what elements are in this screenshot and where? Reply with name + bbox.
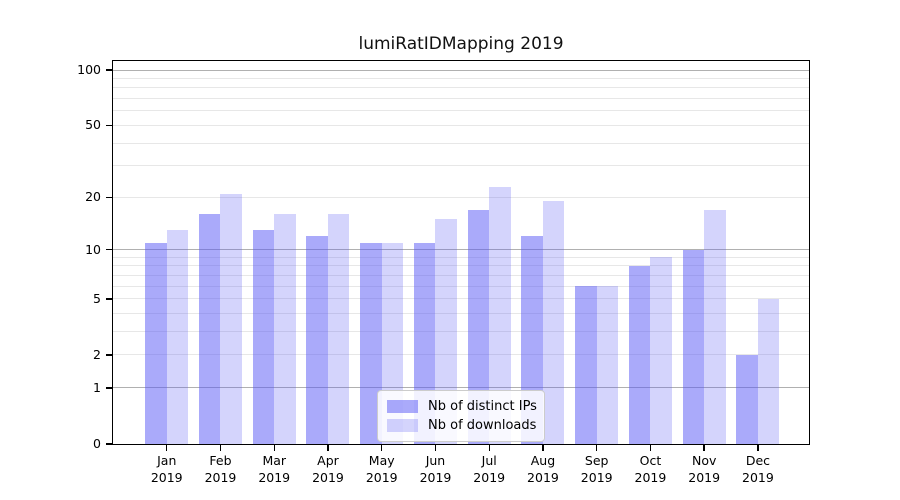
x-tick — [273, 444, 275, 451]
gridline-minor — [113, 78, 809, 80]
bar-downloads — [166, 230, 189, 444]
gridline-minor — [113, 265, 809, 267]
bar-distinct-ips — [575, 286, 597, 444]
legend-swatch-distinct-ips — [387, 400, 418, 413]
gridline-minor — [113, 256, 809, 258]
x-tick — [219, 444, 222, 451]
x-tick — [757, 444, 759, 451]
x-tick-label: Dec 2019 — [742, 453, 774, 485]
legend: Nb of distinct IPs Nb of downloads — [377, 390, 545, 442]
bar-distinct-ips — [252, 230, 275, 444]
x-tick — [488, 444, 490, 451]
bar-downloads — [704, 209, 726, 444]
gridline-minor — [113, 142, 809, 144]
gridline-major — [113, 249, 809, 251]
gridline-minor — [113, 331, 809, 333]
x-tick — [434, 444, 437, 451]
legend-entry-distinct-ips: Nb of distinct IPs — [387, 397, 537, 416]
bar-downloads — [542, 201, 565, 444]
bar-distinct-ips — [306, 236, 328, 444]
y-tick — [106, 387, 113, 389]
y-tick-label: 1 — [93, 379, 101, 395]
gridline-minor — [113, 196, 809, 198]
x-tick-label: Sep 2019 — [580, 453, 613, 485]
bar-downloads — [220, 193, 242, 444]
x-tick-label: Jun 2019 — [419, 453, 452, 485]
x-tick — [381, 444, 383, 451]
x-tick-label: Oct 2019 — [634, 453, 667, 485]
x-tick — [596, 444, 598, 451]
y-tick-label: 0 — [93, 436, 101, 451]
y-tick-label: 2 — [93, 346, 101, 362]
bar-distinct-ips — [736, 355, 758, 444]
gridline-major — [113, 69, 809, 71]
x-tick — [703, 444, 705, 451]
y-tick — [106, 249, 113, 251]
bar-distinct-ips — [360, 242, 382, 444]
x-tick — [327, 444, 329, 451]
y-tick — [106, 354, 113, 356]
gridline-minor — [113, 98, 809, 100]
gridline-minor — [113, 313, 809, 315]
x-tick — [649, 444, 652, 451]
bar-distinct-ips — [628, 266, 651, 444]
x-tick-label: Mar 2019 — [258, 453, 291, 485]
plot-area: lumiRatIDMapping 2019 Nb of distinct IPs… — [77, 34, 810, 485]
y-tick-label: 10 — [85, 241, 101, 257]
gridline-minor — [113, 110, 809, 112]
y-tick — [106, 196, 113, 199]
y-tick-label: 100 — [77, 62, 101, 78]
x-tick-label: Apr 2019 — [312, 453, 344, 485]
gridline-minor — [113, 354, 809, 356]
y-tick-label: 5 — [93, 290, 101, 306]
gridline-minor — [113, 124, 809, 126]
legend-label-distinct-ips: Nb of distinct IPs — [428, 399, 537, 414]
x-tick — [166, 444, 168, 451]
gridline-minor — [113, 285, 809, 287]
gridline-major — [113, 387, 809, 389]
bar-downloads — [650, 257, 672, 444]
bar-distinct-ips — [682, 249, 705, 444]
legend-label-downloads: Nb of downloads — [428, 418, 537, 433]
bar-distinct-ips — [467, 209, 490, 444]
x-tick-label: May 2019 — [365, 453, 398, 485]
x-tick — [542, 444, 544, 451]
bar-distinct-ips — [198, 214, 221, 444]
legend-entry-downloads: Nb of downloads — [387, 416, 537, 435]
bar-downloads — [435, 219, 457, 444]
chart-title: lumiRatIDMapping 2019 — [358, 34, 564, 54]
bar-downloads — [327, 214, 350, 444]
bar-downloads — [274, 214, 296, 444]
y-tick — [106, 298, 113, 300]
gridline-minor — [113, 165, 809, 167]
y-tick — [106, 443, 113, 445]
gridline-minor — [113, 275, 809, 277]
x-tick-label: Nov 2019 — [688, 453, 721, 485]
bar-distinct-ips — [145, 242, 167, 444]
bar-downloads — [596, 286, 619, 444]
legend-swatch-downloads — [387, 419, 418, 432]
gridline-minor — [113, 87, 809, 89]
gridline-minor — [113, 298, 809, 300]
x-tick-label: Aug 2019 — [527, 453, 559, 485]
y-tick — [106, 69, 113, 71]
x-tick-label: Feb 2019 — [204, 453, 237, 485]
y-tick-label: 50 — [85, 117, 101, 133]
y-tick — [106, 124, 113, 127]
bar-downloads — [489, 186, 511, 444]
x-tick-label: Jul 2019 — [473, 453, 506, 485]
x-tick-label: Jan 2019 — [150, 453, 183, 485]
y-tick-label: 20 — [85, 189, 101, 205]
bar-downloads — [757, 298, 780, 444]
